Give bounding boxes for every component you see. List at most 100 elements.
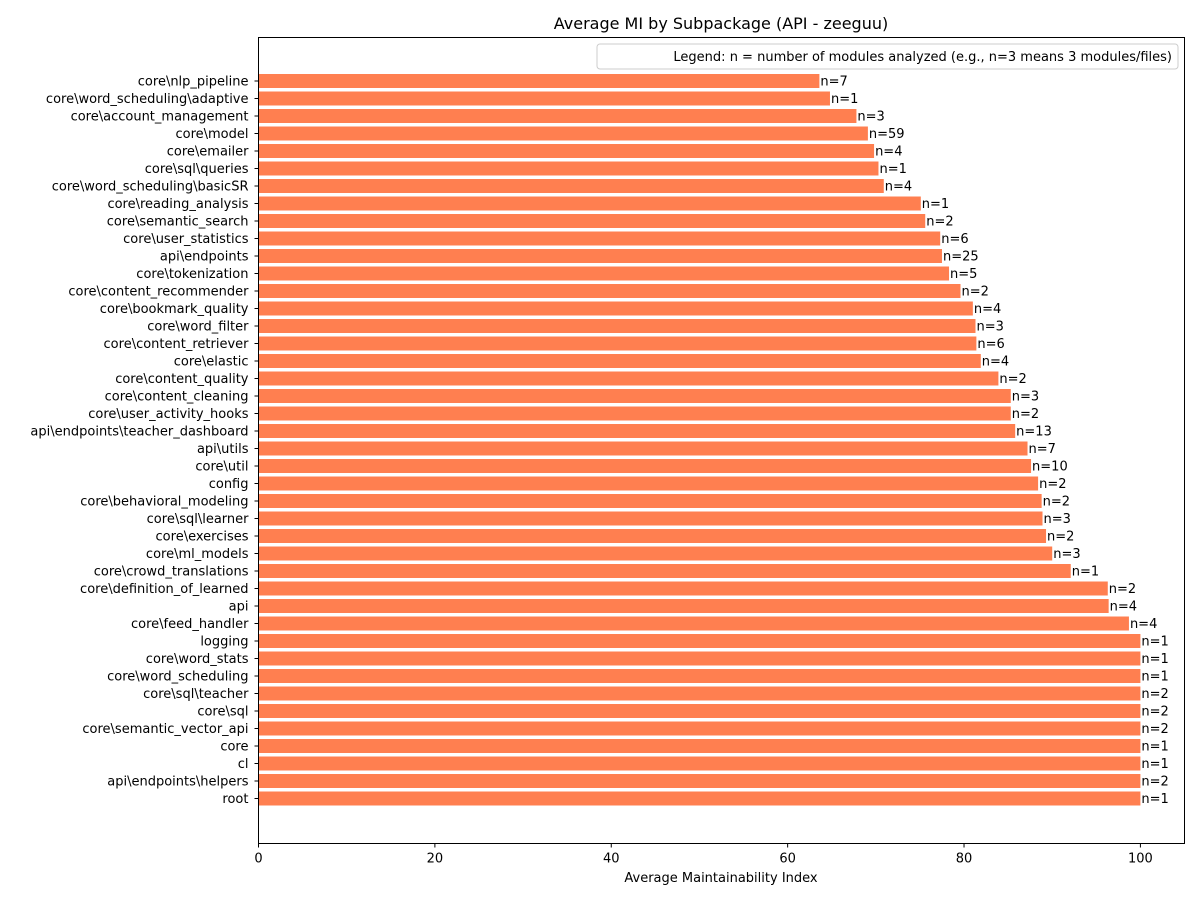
data-label: n=3 <box>1012 390 1039 405</box>
y-tick-label: core\word_scheduling\basicSR <box>52 180 249 195</box>
data-label: n=4 <box>885 180 912 195</box>
y-tick-label: api\endpoints\helpers <box>107 775 248 790</box>
bar <box>258 756 1141 771</box>
chart-title: Average MI by Subpackage (API - zeeguu) <box>554 14 888 33</box>
bar <box>258 91 830 106</box>
data-label: n=2 <box>1039 477 1066 492</box>
y-tick-label: core\nlp_pipeline <box>138 75 249 90</box>
y-tick-label: core\definition_of_learned <box>80 582 248 597</box>
data-label: n=6 <box>977 337 1004 352</box>
bar <box>258 511 1043 526</box>
bar <box>258 126 868 141</box>
y-tick-label: core\sql\queries <box>145 162 249 177</box>
y-tick-label: core\sql <box>197 705 248 720</box>
bar <box>258 389 1011 403</box>
y-tick-label: core\elastic <box>174 355 249 370</box>
bar <box>258 476 1039 491</box>
data-label: n=2 <box>1141 722 1168 737</box>
legend-frame <box>596 43 1179 70</box>
data-label: n=1 <box>1072 565 1099 580</box>
bar <box>258 721 1141 736</box>
x-tick-label: 100 <box>1128 852 1153 867</box>
y-tick-label: core\user_statistics <box>123 232 249 247</box>
y-tick-label: config <box>209 477 249 492</box>
y-tick-label: core\word_stats <box>146 652 249 667</box>
data-label: n=3 <box>976 320 1003 335</box>
bar <box>258 564 1071 578</box>
data-label: n=2 <box>1141 775 1168 790</box>
x-axis-label: Average Maintainability Index <box>624 871 818 886</box>
y-tick-label: api\endpoints\teacher_dashboard <box>30 425 248 440</box>
data-label: n=2 <box>1141 687 1168 702</box>
y-axis: core\nlp_pipeline core\word_scheduling\ad… <box>30 75 259 807</box>
y-tick-label: core\word_filter <box>147 320 249 335</box>
y-tick-label: core <box>220 740 248 755</box>
y-tick-label: core\feed_handler <box>131 617 249 632</box>
y-tick-label: core\semantic_vector_api <box>82 722 248 737</box>
y-tick-label: api <box>229 600 249 615</box>
x-tick-label: 40 <box>603 852 620 867</box>
y-tick-label: core\semantic_search <box>107 215 249 230</box>
y-tick-label: logging <box>200 635 248 650</box>
y-tick-label: core\sql\teacher <box>143 687 249 702</box>
data-label: n=2 <box>961 285 988 300</box>
y-tick-label: core\reading_analysis <box>107 197 248 212</box>
x-tick-label: 20 <box>427 852 444 867</box>
data-label: n=6 <box>941 232 968 247</box>
bar <box>258 441 1028 456</box>
y-tick-label: cl <box>238 757 249 772</box>
data-label: n=1 <box>922 197 949 212</box>
y-tick-label: core\content_retriever <box>104 337 250 352</box>
bar <box>258 581 1108 596</box>
bar <box>258 634 1141 648</box>
data-label: n=1 <box>1141 652 1168 667</box>
data-label: n=2 <box>1047 530 1074 545</box>
data-label: n=1 <box>879 162 906 177</box>
y-tick-label: core\user_activity_hooks <box>88 407 248 422</box>
bar <box>258 354 981 368</box>
bar <box>258 459 1032 473</box>
y-tick-label: core\util <box>195 460 248 475</box>
x-tick-label: 0 <box>254 852 262 867</box>
bar <box>258 109 857 123</box>
data-label: n=10 <box>1032 460 1068 475</box>
bar <box>258 739 1141 753</box>
data-label: n=2 <box>1109 582 1136 597</box>
y-tick-label: core\behavioral_modeling <box>80 495 248 510</box>
data-label: n=1 <box>1141 740 1168 755</box>
y-tick-label: core\tokenization <box>136 267 248 282</box>
y-tick-label: core\content_cleaning <box>105 390 249 405</box>
data-label: n=3 <box>1044 512 1071 527</box>
data-label: n=2 <box>1141 705 1168 720</box>
y-tick-label: root <box>222 792 248 807</box>
y-tick-label: core\exercises <box>156 530 249 545</box>
bar <box>258 144 875 158</box>
data-label: n=2 <box>926 215 953 230</box>
bar <box>258 616 1129 631</box>
y-tick-label: core\bookmark_quality <box>100 302 249 317</box>
y-tick-label: core\content_recommender <box>68 285 249 300</box>
bar <box>258 249 942 263</box>
y-tick-label: core\content_quality <box>115 372 249 387</box>
x-tick-label: 80 <box>956 852 973 867</box>
data-label: n=13 <box>1016 425 1052 440</box>
bar <box>258 599 1109 613</box>
bar <box>258 406 1011 421</box>
bar <box>258 266 950 281</box>
y-tick-label: core\model <box>175 127 248 142</box>
bar <box>258 214 926 228</box>
bar <box>258 231 941 246</box>
data-label: n=59 <box>869 127 905 142</box>
y-tick-label: api\endpoints <box>160 250 249 265</box>
data-label: n=2 <box>1043 495 1070 510</box>
data-label: n=4 <box>982 355 1009 370</box>
legend: Legend: n = number of modules analyzed (… <box>596 43 1179 70</box>
plot-frame <box>258 37 1185 844</box>
y-tick-label: core\emailer <box>167 145 249 160</box>
bar <box>258 284 961 298</box>
bar <box>258 371 999 386</box>
y-tick-label: api\utils <box>197 442 249 457</box>
y-tick-label: core\crowd_translations <box>94 565 249 580</box>
bar <box>258 424 1016 438</box>
